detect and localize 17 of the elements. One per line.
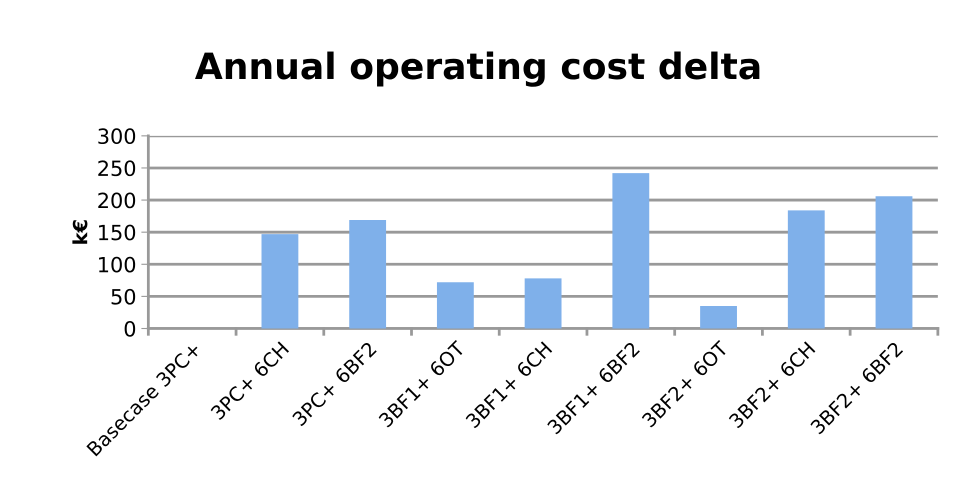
bar <box>700 306 737 329</box>
y-tick-label: 100 <box>99 256 136 272</box>
y-tick-label: 200 <box>98 192 136 208</box>
bar <box>262 234 298 329</box>
bar <box>876 196 912 329</box>
y-tick-label: 0 <box>124 320 136 337</box>
y-tick-label: 150 <box>99 224 136 240</box>
bar <box>436 282 474 329</box>
y-tick-label: 250 <box>98 160 136 176</box>
bar <box>612 173 650 329</box>
chart-title: Annual operating cost delta <box>194 52 760 87</box>
y-axis-title: k€ <box>72 220 88 244</box>
y-tick-label: 300 <box>98 128 136 144</box>
bar <box>349 220 386 329</box>
bar <box>524 278 562 329</box>
y-tick-label: 50 <box>112 288 136 305</box>
bar <box>788 210 825 329</box>
